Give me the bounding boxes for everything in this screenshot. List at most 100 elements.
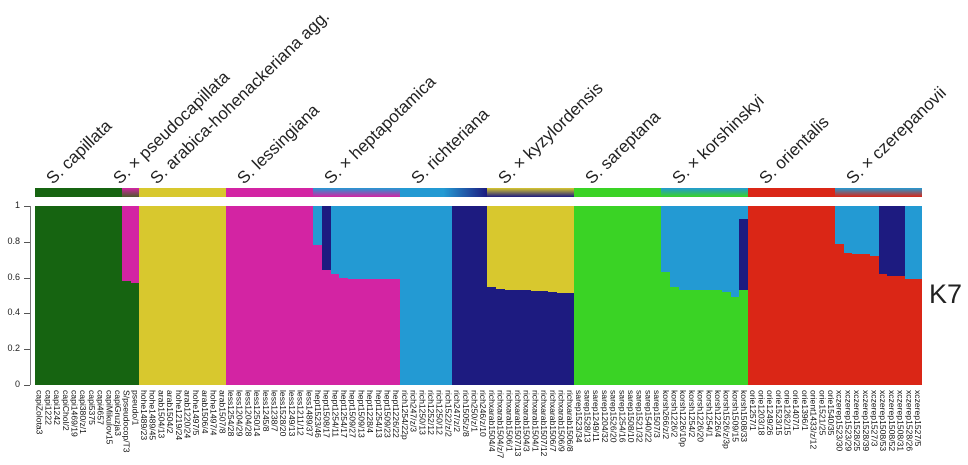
admixture-bar-segment	[95, 206, 105, 385]
y-axis	[30, 206, 31, 385]
admixture-bar-segment	[52, 206, 62, 385]
sample-label: xczerep1527/3	[869, 390, 880, 447]
admixture-bar-segment	[426, 206, 436, 385]
admixture-bar-segment	[574, 206, 584, 385]
admixture-bar-segment	[391, 279, 401, 385]
admixture-bar-segment	[600, 206, 610, 385]
sample-label: orie1249/26	[765, 390, 776, 436]
admixture-bar-segment	[356, 206, 366, 280]
admixture-bar-segment	[200, 206, 210, 385]
sample-label: hohe1219/24	[173, 390, 184, 441]
sample-label: orie1203/18	[756, 390, 767, 436]
sample-label: orie1521/25	[817, 390, 828, 436]
admixture-bar-segment	[678, 206, 688, 291]
admixture-bar-segment	[217, 206, 227, 385]
admixture-bar-segment	[904, 206, 914, 280]
sample-label: hohe1497/4	[208, 390, 219, 436]
admixture-bar-segment	[887, 206, 897, 276]
sample-label: korsh1226/2	[669, 390, 680, 438]
sample-label: xczerep1523/29	[843, 390, 854, 452]
admixture-bar-segment	[182, 206, 192, 385]
admixture-bar-segment	[739, 290, 749, 385]
sample-label: arab1220/24	[182, 390, 193, 439]
sample-label: hept1509/13	[356, 390, 367, 438]
sample-label: sarep1521/32	[634, 390, 645, 443]
y-tick-label: 1	[14, 200, 20, 210]
y-tick-label: 0.6	[7, 271, 20, 282]
admixture-bar-segment	[443, 206, 453, 385]
sample-label: orie1396/1	[799, 390, 810, 431]
admixture-bar-segment	[295, 206, 305, 385]
admixture-bar-segment	[826, 206, 836, 385]
admixture-bar-segment	[565, 292, 575, 385]
admixture-bar-segment	[904, 279, 914, 385]
admixture-bar-segment	[800, 206, 810, 385]
sample-label: hept1228/4	[365, 390, 376, 434]
sample-label: hohe1489/23	[139, 390, 150, 441]
admixture-bar-segment	[478, 206, 488, 385]
admixture-bar-segment	[521, 290, 532, 385]
admixture-bar-segment	[374, 206, 384, 280]
admixture-bar-segment	[208, 206, 218, 385]
admixture-bar-segment	[261, 206, 271, 385]
admixture-bar-segment	[417, 206, 427, 385]
sample-label: richxarab1504/z/7	[495, 390, 506, 459]
sample-label: hept1508/17	[321, 390, 332, 438]
sample-label: less1211/12	[295, 390, 306, 436]
sample-label: less1249/13	[286, 390, 297, 437]
sample-label: korsh1226/20	[695, 390, 706, 443]
admixture-bar-segment	[521, 206, 532, 291]
admixture-bar-segment	[461, 206, 471, 385]
admixture-bar-segment	[487, 206, 497, 288]
admixture-bar-segment	[913, 279, 923, 385]
admixture-bar-segment	[69, 206, 79, 385]
admixture-bar-segment	[704, 206, 714, 291]
group-label: S. × korshinskyi	[668, 91, 768, 188]
admixture-bar-segment	[174, 206, 184, 385]
group-band	[487, 188, 575, 197]
sample-label: hept1226/22	[391, 390, 402, 438]
sample-label: less1250/14	[252, 390, 263, 437]
admixture-bar-segment	[765, 206, 775, 385]
y-tick-label: 0.8	[7, 235, 20, 246]
admixture-bar-segment	[330, 274, 340, 385]
sample-label: orie1262/15	[782, 390, 793, 436]
group-label: S. sareptana	[581, 107, 665, 188]
sample-label: capiZolota3	[34, 390, 45, 435]
admixture-bar-segment	[635, 206, 645, 385]
y-tick-mark	[24, 385, 30, 386]
admixture-bar-segment	[435, 206, 445, 385]
admixture-bar-segment	[148, 206, 158, 385]
group-band	[121, 188, 140, 197]
y-tick-mark	[24, 313, 30, 315]
admixture-bar-segment	[539, 291, 549, 385]
admixture-bar-segment	[165, 206, 175, 385]
sample-label: korsh1508/33	[739, 390, 750, 443]
sample-label: sarep1526/20	[608, 390, 619, 443]
sample-label: orie1257/1	[747, 390, 758, 431]
admixture-bar-segment	[530, 206, 540, 292]
sample-label: less1204/29	[234, 390, 245, 437]
admixture-bar-segment	[721, 206, 732, 292]
admixture-bar-segment	[748, 206, 758, 385]
sample-label: rich1250/12	[434, 390, 445, 435]
admixture-bar-segment	[843, 252, 853, 385]
sample-label: rich1522/z/2	[443, 390, 454, 437]
admixture-bar-segment	[374, 279, 384, 385]
admixture-bar-segment	[861, 206, 871, 255]
admixture-bar-segment	[739, 218, 749, 291]
admixture-bar-segment	[330, 206, 340, 275]
admixture-bar-segment	[130, 206, 140, 283]
sample-label: capiMikulov15	[104, 390, 115, 445]
group-label: S. lessingiana	[233, 100, 324, 188]
admixture-bar-segment	[269, 206, 279, 385]
sample-label: less1489/37	[304, 390, 315, 437]
admixture-bar-segment	[365, 279, 375, 385]
admixture-bar-segment	[704, 290, 714, 385]
sample-label: rich246/z/10	[478, 390, 489, 437]
admixture-bar-segment	[730, 297, 740, 385]
sample-label: richxarab1504/1	[530, 390, 541, 452]
admixture-bar-segment	[139, 206, 149, 385]
admixture-bar-segment	[382, 279, 392, 385]
